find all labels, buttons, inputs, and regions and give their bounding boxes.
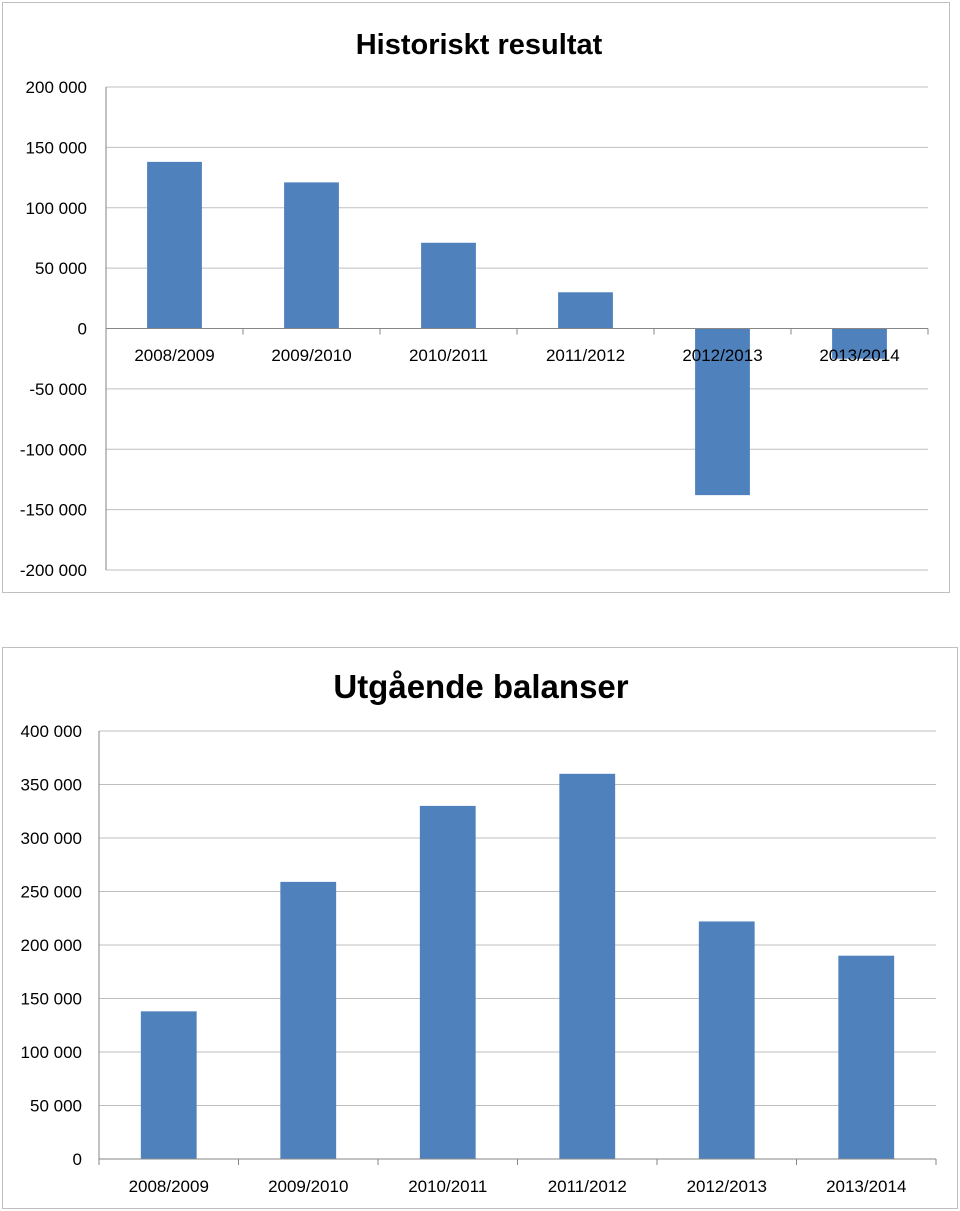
x-tick-label: 2013/2014	[826, 1177, 906, 1196]
bar-2011/2012	[558, 292, 613, 329]
historiskt-resultat-plot: Historiskt resultat 200 000 150 000 100 00…	[20, 29, 929, 580]
y-tick-label: 250 000	[21, 883, 82, 902]
y-tick-label: -100 000	[20, 440, 87, 459]
y-tick-label: 100 000	[21, 1043, 82, 1062]
y-tick-label: 400 000	[21, 722, 82, 741]
x-tick-label: 2010/2011	[408, 1177, 487, 1196]
y-tick-label: -150 000	[20, 501, 87, 520]
y-tick-label: 0	[73, 1150, 82, 1169]
chart-title: Historiskt resultat	[356, 29, 603, 61]
bar-2009/2010	[280, 881, 337, 1159]
bar-2010/2011	[419, 805, 476, 1159]
y-tick-label: 100 000	[26, 199, 87, 218]
y-tick-label: 150 000	[26, 138, 87, 157]
y-tick-label: -200 000	[20, 561, 87, 580]
x-tick-label: 2011/2012	[548, 1177, 627, 1196]
bar-2009/2010	[284, 182, 339, 329]
x-tick-label: 2010/2011	[409, 346, 488, 365]
bar-2008/2009	[147, 161, 202, 329]
utgaende-balanser-chart: Utgående balanser 400 000 350 000 300 000 2…	[2, 647, 958, 1209]
x-tick-label: 2008/2009	[134, 346, 214, 365]
x-tick-label: 2009/2010	[271, 346, 351, 365]
y-tick-label: 0	[78, 320, 87, 339]
y-tick-label: 200 000	[26, 78, 87, 97]
x-tick-label: 2012/2013	[687, 1177, 767, 1196]
bar-2013/2014	[832, 328, 887, 359]
x-tick-label: 2008/2009	[129, 1177, 209, 1196]
y-tick-label: 50 000	[30, 1097, 82, 1116]
y-tick-label: 300 000	[21, 829, 82, 848]
bar-2011/2012	[559, 773, 616, 1159]
bar-2010/2011	[421, 242, 476, 329]
y-tick-label: 350 000	[21, 776, 82, 795]
x-tick-label: 2009/2010	[268, 1177, 348, 1196]
bar-2013/2014	[838, 955, 895, 1159]
bar-2012/2013	[698, 921, 755, 1159]
y-tick-label: -50 000	[29, 380, 87, 399]
bar-2012/2013	[695, 328, 750, 496]
bar-2008/2009	[140, 1011, 197, 1159]
x-tick-label: 2012/2013	[682, 346, 762, 365]
chart-title: Utgående balanser	[333, 668, 628, 705]
x-tick-label: 2011/2012	[546, 346, 625, 365]
y-tick-label: 50 000	[35, 259, 87, 278]
x-tick-label: 2013/2014	[819, 346, 899, 365]
y-tick-label: 150 000	[21, 990, 82, 1009]
y-tick-label: 200 000	[21, 936, 82, 955]
utgaende-balanser-plot: Utgående balanser 400 000 350 000 300 000 2…	[21, 668, 937, 1196]
historiskt-resultat-chart: Historiskt resultat 200 000 150 000 100 00…	[2, 2, 950, 593]
